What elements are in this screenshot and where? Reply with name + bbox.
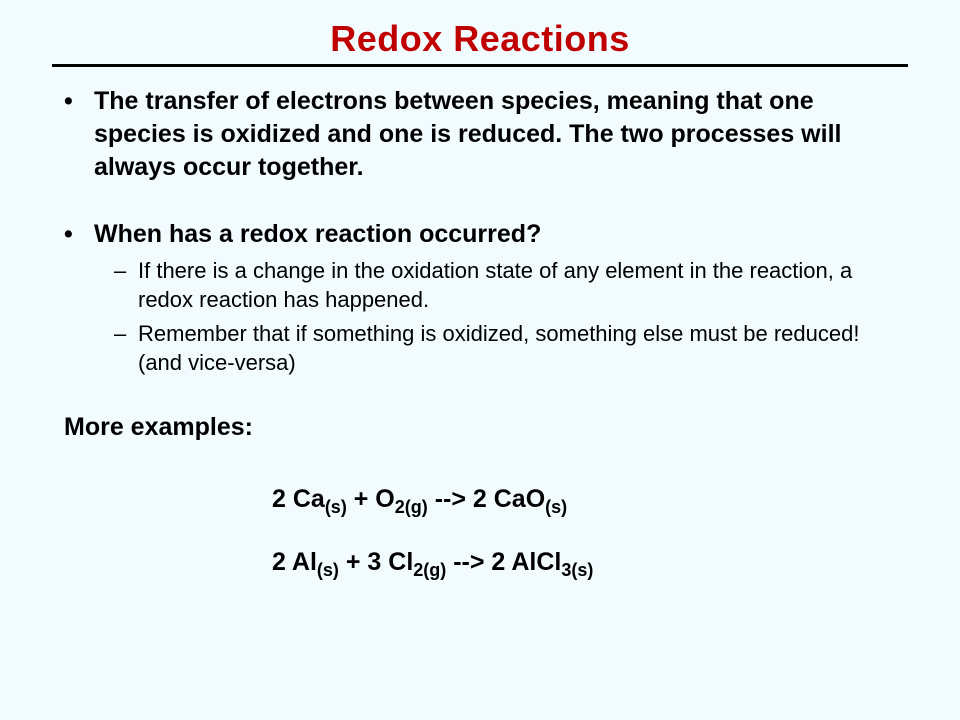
eq2-mid1: + 3 Cl — [339, 548, 413, 576]
bullet-1: The transfer of electrons between specie… — [90, 85, 908, 184]
title-underline — [52, 64, 908, 67]
eq1-mid1: + O — [347, 485, 395, 513]
eq1-sub1: (s) — [325, 497, 347, 517]
bullet-2: When has a redox reaction occurred? If t… — [90, 218, 908, 377]
more-examples-label: More examples: — [64, 413, 908, 442]
eq2-sub1: (s) — [317, 560, 339, 580]
eq1-arrow: --> 2 CaO — [428, 485, 545, 513]
eq2-sub3: 3(s) — [561, 560, 593, 580]
eq2-sub2: 2(g) — [413, 560, 446, 580]
eq2-arrow: --> 2 AlCl — [446, 548, 561, 576]
eq1-pre: 2 Ca — [272, 485, 325, 513]
bullet-1-text: The transfer of electrons between specie… — [94, 87, 841, 181]
equation-block: 2 Ca(s) + O2(g) --> 2 CaO(s) 2 Al(s) + 3… — [272, 482, 908, 580]
slide-title: Redox Reactions — [52, 18, 908, 60]
sub-bullet-2: Remember that if something is oxidized, … — [138, 320, 908, 377]
bullet-list: The transfer of electrons between specie… — [52, 85, 908, 377]
eq2-pre: 2 Al — [272, 548, 317, 576]
eq1-sub3: (s) — [545, 497, 567, 517]
sub-bullet-1: If there is a change in the oxidation st… — [138, 257, 908, 314]
slide: Redox Reactions The transfer of electron… — [0, 0, 960, 720]
sub-bullet-list: If there is a change in the oxidation st… — [94, 257, 908, 377]
bullet-2-text: When has a redox reaction occurred? — [94, 220, 541, 248]
equation-1: 2 Ca(s) + O2(g) --> 2 CaO(s) — [272, 482, 908, 517]
eq1-sub2: 2(g) — [395, 497, 428, 517]
equation-2: 2 Al(s) + 3 Cl2(g) --> 2 AlCl3(s) — [272, 545, 908, 580]
